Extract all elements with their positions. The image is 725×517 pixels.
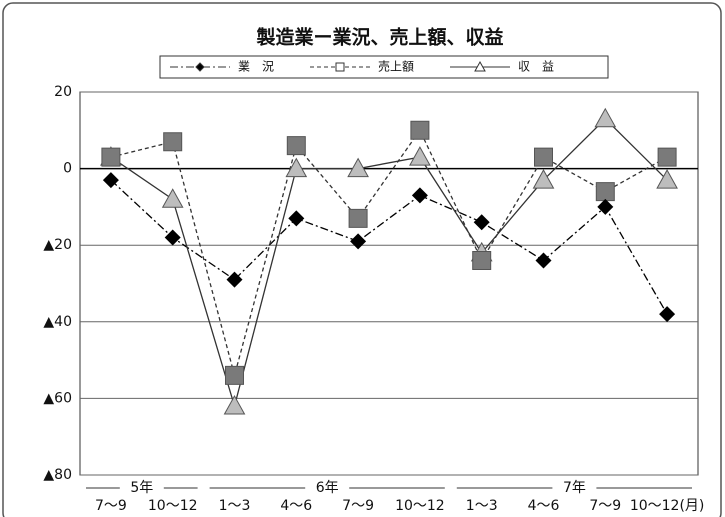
point	[535, 252, 552, 269]
y-tick-label: ▲60	[43, 390, 72, 406]
y-tick-label: ▲40	[43, 314, 72, 330]
point	[656, 169, 678, 189]
legend-box	[159, 55, 609, 79]
year-label: 5年	[130, 480, 153, 496]
point	[348, 208, 368, 228]
year-label-bg	[305, 479, 350, 497]
x-tick-label: 4～6	[280, 498, 312, 514]
point	[288, 210, 305, 227]
point	[473, 214, 490, 231]
year-label: 7年	[563, 480, 586, 496]
point	[164, 229, 181, 246]
point	[410, 120, 430, 140]
x-tick-label: 1～3	[219, 498, 251, 514]
series-line	[110, 129, 668, 378]
point	[595, 182, 615, 202]
point	[101, 147, 121, 167]
series-line	[110, 117, 668, 409]
point	[347, 157, 369, 178]
legend-label: 業 況	[238, 59, 274, 74]
x-tick-label: 1～3	[466, 498, 498, 514]
x-tick-label: 4～6	[528, 498, 560, 514]
y-tick-label: 20	[54, 84, 72, 100]
point	[594, 107, 617, 128]
point	[163, 132, 183, 152]
point	[659, 306, 676, 323]
x-tick-label: 7～9	[589, 498, 621, 514]
chart-title: 製造業ー業況、売上額、収益	[255, 26, 503, 49]
x-tick-label: 10～12(月)	[630, 498, 705, 514]
legend-label: 収 益	[518, 60, 554, 74]
point	[350, 233, 367, 250]
legend-marker	[335, 62, 345, 72]
legend-label: 売上額	[378, 59, 414, 74]
x-tick-label: 7～9	[95, 498, 127, 514]
year-label: 6年	[316, 480, 339, 496]
y-tick-label: ▲20	[43, 237, 72, 253]
point	[285, 157, 308, 178]
point	[597, 198, 614, 215]
point	[223, 395, 246, 415]
point	[534, 147, 553, 167]
legend-marker	[474, 60, 486, 72]
point	[161, 188, 184, 208]
point	[286, 136, 306, 156]
year-label-bg	[119, 479, 164, 497]
point	[472, 251, 492, 271]
point	[225, 365, 244, 385]
x-tick-label: 10～12	[148, 498, 198, 514]
point	[411, 187, 428, 204]
point	[226, 271, 243, 288]
point	[102, 172, 119, 189]
point	[409, 146, 431, 166]
x-tick-label: 7～9	[342, 498, 374, 514]
y-tick-label: ▲80	[43, 467, 72, 483]
point	[657, 147, 677, 167]
legend-marker	[195, 62, 205, 72]
point	[532, 169, 555, 189]
x-tick-label: 10～12	[395, 498, 445, 514]
year-label-bg	[552, 479, 597, 497]
y-tick-label: 0	[63, 161, 72, 177]
